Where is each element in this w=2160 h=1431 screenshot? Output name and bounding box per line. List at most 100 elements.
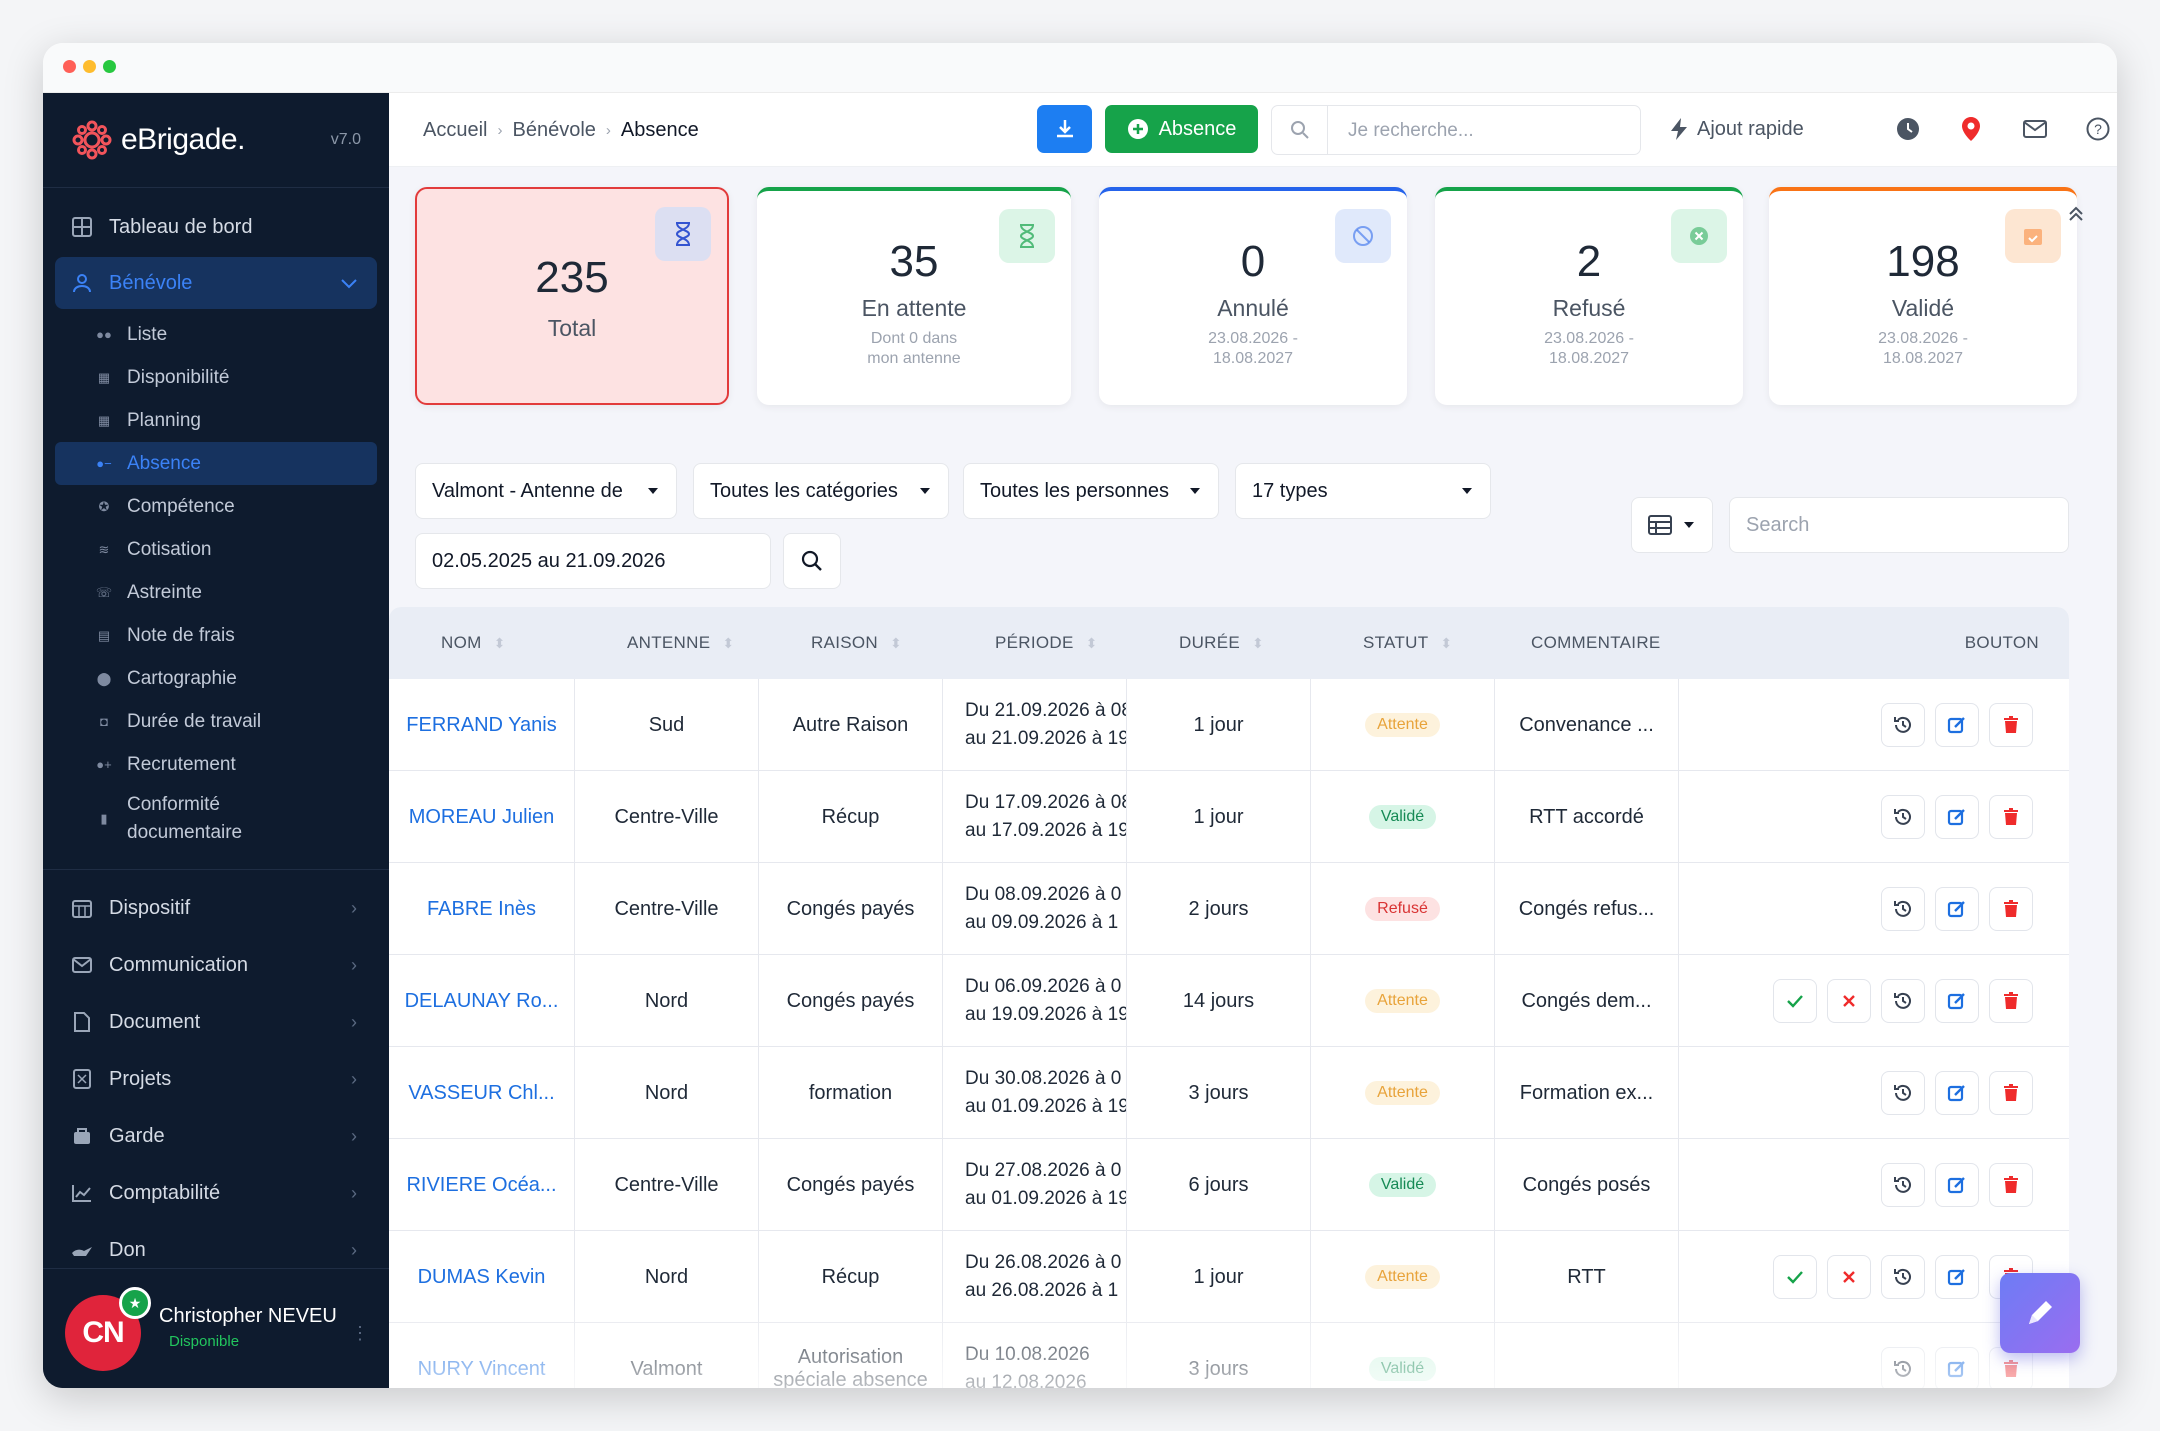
sidebar-item-dispositif[interactable]: Dispositif › (55, 882, 377, 934)
history-button[interactable] (1881, 1255, 1925, 1299)
breadcrumb-benevole[interactable]: Bénévole (512, 119, 596, 141)
person-name-link[interactable]: DUMAS Kevin (417, 1265, 546, 1288)
stat-card-valid[interactable]: 198 Validé 23.08.2026 - 18.08.2027 (1769, 187, 2083, 405)
column-header[interactable]: NOM ⬍ (441, 633, 506, 653)
delete-button[interactable] (1989, 795, 2033, 839)
sidebar-item-garde[interactable]: Garde › (55, 1110, 377, 1162)
person-name-link[interactable]: FABRE Inès (427, 897, 536, 920)
sort-icon[interactable]: ⬍ (1085, 634, 1098, 651)
table-row[interactable]: VASSEUR Chl... Nord formation Du 30.08.2026… (389, 1047, 2069, 1139)
edit-button[interactable] (1935, 795, 1979, 839)
table-row[interactable]: FERRAND Yanis Sud Autre Raison Du 21.09.202… (389, 679, 2069, 771)
history-button[interactable] (1881, 795, 1925, 839)
person-name-link[interactable]: VASSEUR Chl... (408, 1081, 555, 1104)
edit-button[interactable] (1935, 1255, 1979, 1299)
edit-fab-button[interactable] (2000, 1273, 2080, 1353)
sidebar-item-comptabilite[interactable]: Comptabilité › (55, 1167, 377, 1219)
categories-select[interactable]: Toutes les catégories (693, 463, 949, 519)
sort-icon[interactable]: ⬍ (889, 634, 903, 651)
reject-button[interactable] (1827, 979, 1871, 1023)
column-header[interactable]: ANTENNE ⬍ (627, 633, 734, 653)
history-button[interactable] (1881, 703, 1925, 747)
edit-button[interactable] (1935, 1071, 1979, 1115)
map-pin-icon[interactable] (1957, 115, 1985, 143)
sidebar-subitem-duree-de-travail[interactable]: ◘ Durée de travail (55, 700, 377, 743)
person-name-link[interactable]: FERRAND Yanis (406, 713, 557, 736)
minimize-window-dot[interactable] (83, 60, 96, 73)
types-select[interactable]: 17 types (1235, 463, 1491, 519)
stat-card-refus[interactable]: 2 Refusé 23.08.2026 - 18.08.2027 (1435, 187, 1743, 405)
collapse-chevron-icon[interactable] (2067, 205, 2085, 228)
sidebar-subitem-cartographie[interactable]: ⬤ Cartographie (55, 657, 377, 700)
sidebar-subitem-cotisation[interactable]: ≋ Cotisation (55, 528, 377, 571)
sort-icon[interactable]: ⬍ (493, 634, 506, 651)
history-button[interactable] (1881, 1163, 1925, 1207)
delete-button[interactable] (1989, 887, 2033, 931)
sort-icon[interactable]: ⬍ (1440, 634, 1453, 651)
person-name-link[interactable]: RIVIERE Océa... (406, 1173, 557, 1196)
date-range-input[interactable]: 02.05.2025 au 21.09.2026 (415, 533, 771, 589)
download-button[interactable] (1037, 105, 1092, 153)
delete-button[interactable] (1989, 1071, 2033, 1115)
sidebar-subitem-conformite[interactable]: ▮ Conformité documentaire (55, 786, 377, 852)
mail-icon[interactable] (2021, 115, 2049, 143)
sidebar-subitem-disponibilite[interactable]: ▦ Disponibilité (55, 356, 377, 399)
column-view-toggle[interactable] (1631, 497, 1713, 553)
edit-button[interactable] (1935, 703, 1979, 747)
approve-button[interactable] (1773, 979, 1817, 1023)
table-row[interactable]: MOREAU Julien Centre-Ville Récup Du 17.09.2… (389, 771, 2069, 863)
column-header[interactable]: DURÉE ⬍ (1179, 633, 1264, 653)
global-search-input[interactable]: Je recherche... (1271, 105, 1641, 155)
delete-button[interactable] (1989, 979, 2033, 1023)
table-row[interactable]: DELAUNAY Ro... Nord Congés payés Du 06.09.2… (389, 955, 2069, 1047)
sidebar-subitem-absence[interactable]: ●− Absence (55, 442, 377, 485)
help-icon[interactable]: ? (2084, 115, 2112, 143)
history-button[interactable] (1881, 1071, 1925, 1115)
stat-card-en-attente[interactable]: 35 En attente Dont 0 dans mon antenne (757, 187, 1071, 405)
person-name-link[interactable]: DELAUNAY Ro... (404, 989, 559, 1012)
user-panel[interactable]: CN ★ Christopher NEVEU Disponible ⋮ (43, 1268, 389, 1388)
sidebar-item-document[interactable]: Document › (55, 996, 377, 1048)
column-header[interactable]: RAISON ⬍ (811, 633, 902, 653)
sidebar-subitem-note-de-frais[interactable]: ▤ Note de frais (55, 614, 377, 657)
column-header[interactable]: STATUT ⬍ (1363, 633, 1452, 653)
column-header[interactable]: PÉRIODE ⬍ (995, 633, 1098, 653)
sidebar-item-don[interactable]: Don › (55, 1224, 377, 1276)
edit-button[interactable] (1935, 1163, 1979, 1207)
maximize-window-dot[interactable] (103, 60, 116, 73)
close-window-dot[interactable] (63, 60, 76, 73)
edit-button[interactable] (1935, 979, 1979, 1023)
approve-button[interactable] (1773, 1255, 1817, 1299)
sidebar-subitem-planning[interactable]: ▦ Planning (55, 399, 377, 442)
history-button[interactable] (1881, 887, 1925, 931)
sidebar-item-communication[interactable]: Communication › (55, 939, 377, 991)
stat-card-total[interactable]: 235 Total (415, 187, 729, 405)
breadcrumb-accueil[interactable]: Accueil (423, 119, 488, 141)
brand-logo[interactable]: eBrigade. (71, 115, 245, 165)
quick-add-button[interactable]: Ajout rapide (1669, 117, 1804, 141)
date-search-button[interactable] (783, 533, 841, 589)
sort-icon[interactable]: ⬍ (1252, 634, 1265, 651)
edit-button[interactable] (1935, 887, 1979, 931)
clock-icon[interactable] (1894, 115, 1922, 143)
sidebar-item-benevole[interactable]: Bénévole (55, 257, 377, 309)
personnes-select[interactable]: Toutes les personnes (963, 463, 1219, 519)
history-button[interactable] (1881, 979, 1925, 1023)
person-name-link[interactable]: MOREAU Julien (408, 805, 555, 828)
table-search-input[interactable]: Search (1729, 497, 2069, 553)
antenne-select[interactable]: Valmont - Antenne de (415, 463, 677, 519)
sidebar-item-projets[interactable]: Projets › (55, 1053, 377, 1105)
sidebar-item-tableau-de-bord[interactable]: Tableau de bord (55, 201, 377, 253)
table-row[interactable]: RIVIERE Océa... Centre-Ville Congés payés D… (389, 1139, 2069, 1231)
sidebar-subitem-liste[interactable]: ●● Liste (55, 313, 377, 356)
stat-card-annul[interactable]: 0 Annulé 23.08.2026 - 18.08.2027 (1099, 187, 1407, 405)
sidebar-subitem-recrutement[interactable]: ●+ Recrutement (55, 743, 377, 786)
more-vertical-icon[interactable]: ⋮ (351, 1323, 369, 1343)
table-row[interactable]: FABRE Inès Centre-Ville Congés payés Du 08.… (389, 863, 2069, 955)
sidebar-subitem-competence[interactable]: ✪ Compétence (55, 485, 377, 528)
delete-button[interactable] (1989, 1163, 2033, 1207)
add-absence-button[interactable]: Absence (1105, 105, 1258, 153)
reject-button[interactable] (1827, 1255, 1871, 1299)
sidebar-subitem-astreinte[interactable]: ☏ Astreinte (55, 571, 377, 614)
delete-button[interactable] (1989, 703, 2033, 747)
